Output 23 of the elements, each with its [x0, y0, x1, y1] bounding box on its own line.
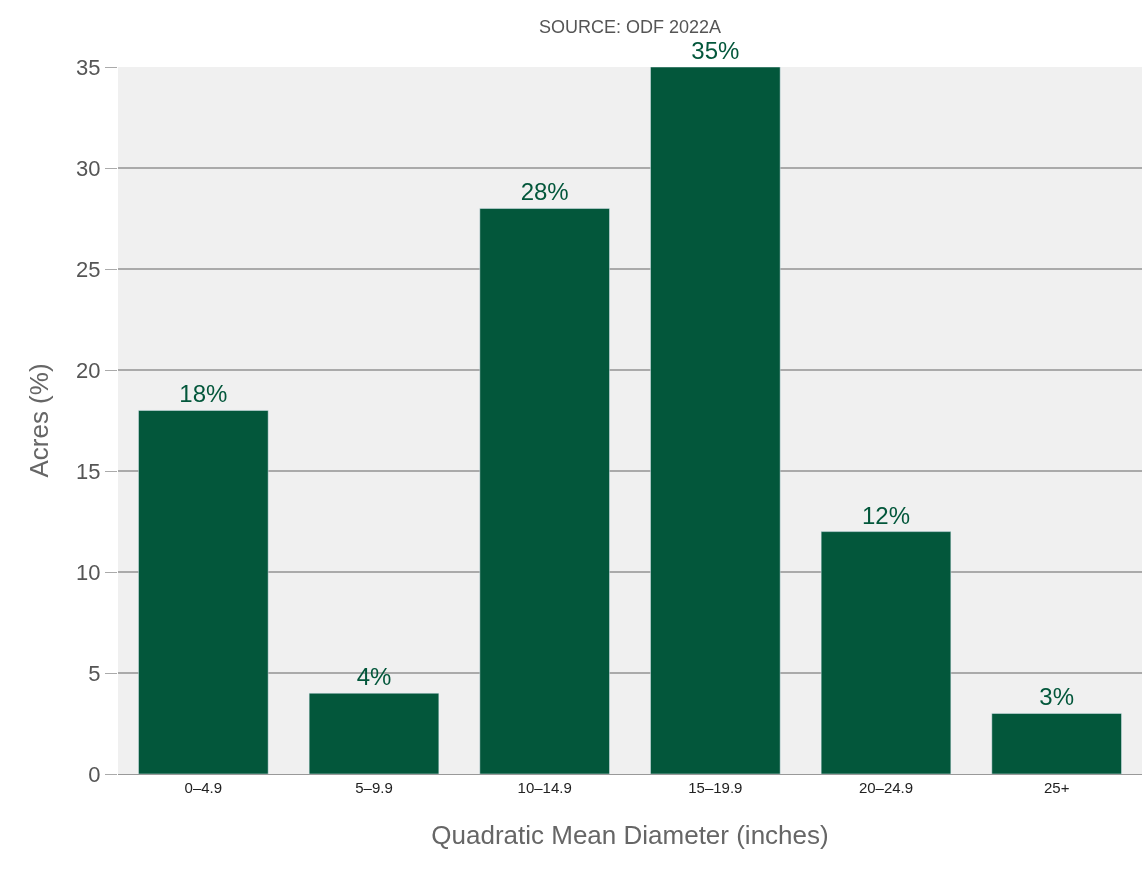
y-tick-label: 15	[76, 458, 101, 484]
y-tick-label: 30	[76, 155, 101, 181]
x-tick-label: 5–9.9	[355, 779, 393, 796]
x-tick-label: 10–14.9	[517, 779, 572, 796]
y-tick-label: 10	[76, 559, 101, 585]
data-label: 35%	[691, 37, 740, 64]
x-tick-label: 15–19.9	[688, 779, 743, 796]
x-tick-label: 20–24.9	[858, 779, 914, 796]
y-tick-label: 0	[88, 761, 101, 787]
y-tick-label: 35	[76, 54, 101, 80]
data-label: 28%	[520, 178, 569, 206]
y-axis-title: Acres (%)	[23, 363, 54, 478]
y-tick-label: 20	[76, 357, 101, 383]
y-tick-label: 25	[76, 256, 101, 282]
data-label: 4%	[356, 663, 392, 691]
data-label: 3%	[1039, 683, 1075, 711]
x-axis-title: Quadratic Mean Diameter (inches)	[431, 819, 829, 850]
data-label: 18%	[179, 380, 228, 408]
data-label: 12%	[861, 501, 911, 529]
source-note: SOURCE: ODF 2022A	[539, 17, 722, 37]
y-tick-label: 5	[88, 660, 101, 686]
x-tick-label: 25+	[1043, 779, 1070, 796]
x-tick-label: 0–4.9	[184, 779, 223, 796]
